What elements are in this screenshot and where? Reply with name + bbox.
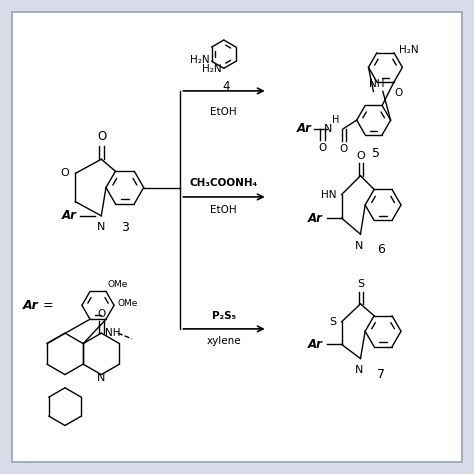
Text: H: H bbox=[332, 115, 340, 125]
Text: O: O bbox=[318, 143, 327, 153]
Text: Ar: Ar bbox=[23, 299, 38, 312]
Text: H₂N: H₂N bbox=[202, 64, 221, 74]
Text: Ar: Ar bbox=[308, 212, 323, 225]
Text: P₂S₅: P₂S₅ bbox=[212, 311, 236, 321]
Text: O: O bbox=[395, 88, 403, 98]
Text: 5: 5 bbox=[372, 147, 380, 161]
Text: N: N bbox=[356, 365, 364, 375]
Text: 7: 7 bbox=[377, 368, 385, 381]
Text: EtOH: EtOH bbox=[210, 205, 237, 215]
Text: OMe: OMe bbox=[108, 280, 128, 289]
Text: O: O bbox=[97, 130, 106, 143]
Text: Ar: Ar bbox=[62, 210, 77, 222]
Text: H₂N: H₂N bbox=[399, 46, 418, 55]
Text: Ar: Ar bbox=[297, 122, 311, 135]
Text: 3: 3 bbox=[121, 221, 129, 235]
Text: OMe: OMe bbox=[118, 299, 138, 308]
Text: 4: 4 bbox=[222, 80, 230, 93]
Text: H₂N: H₂N bbox=[190, 55, 209, 65]
Text: NH: NH bbox=[369, 79, 385, 89]
Text: O: O bbox=[98, 309, 106, 319]
Text: 6: 6 bbox=[377, 243, 385, 255]
Text: O: O bbox=[340, 144, 348, 154]
Text: Ar: Ar bbox=[308, 338, 323, 351]
Text: xylene: xylene bbox=[207, 336, 241, 346]
Text: O: O bbox=[60, 168, 69, 178]
Text: NH: NH bbox=[105, 328, 120, 338]
Text: S: S bbox=[329, 317, 337, 327]
Text: =: = bbox=[43, 299, 54, 312]
Text: N: N bbox=[97, 374, 106, 383]
FancyBboxPatch shape bbox=[12, 12, 462, 462]
Text: HN: HN bbox=[321, 190, 337, 200]
Text: S: S bbox=[357, 279, 365, 289]
Text: N: N bbox=[324, 124, 332, 134]
Text: N: N bbox=[97, 222, 106, 232]
Text: N: N bbox=[356, 241, 364, 251]
Text: CH₃COONH₄: CH₃COONH₄ bbox=[190, 178, 258, 188]
Text: O: O bbox=[356, 151, 365, 161]
Text: EtOH: EtOH bbox=[210, 107, 237, 117]
